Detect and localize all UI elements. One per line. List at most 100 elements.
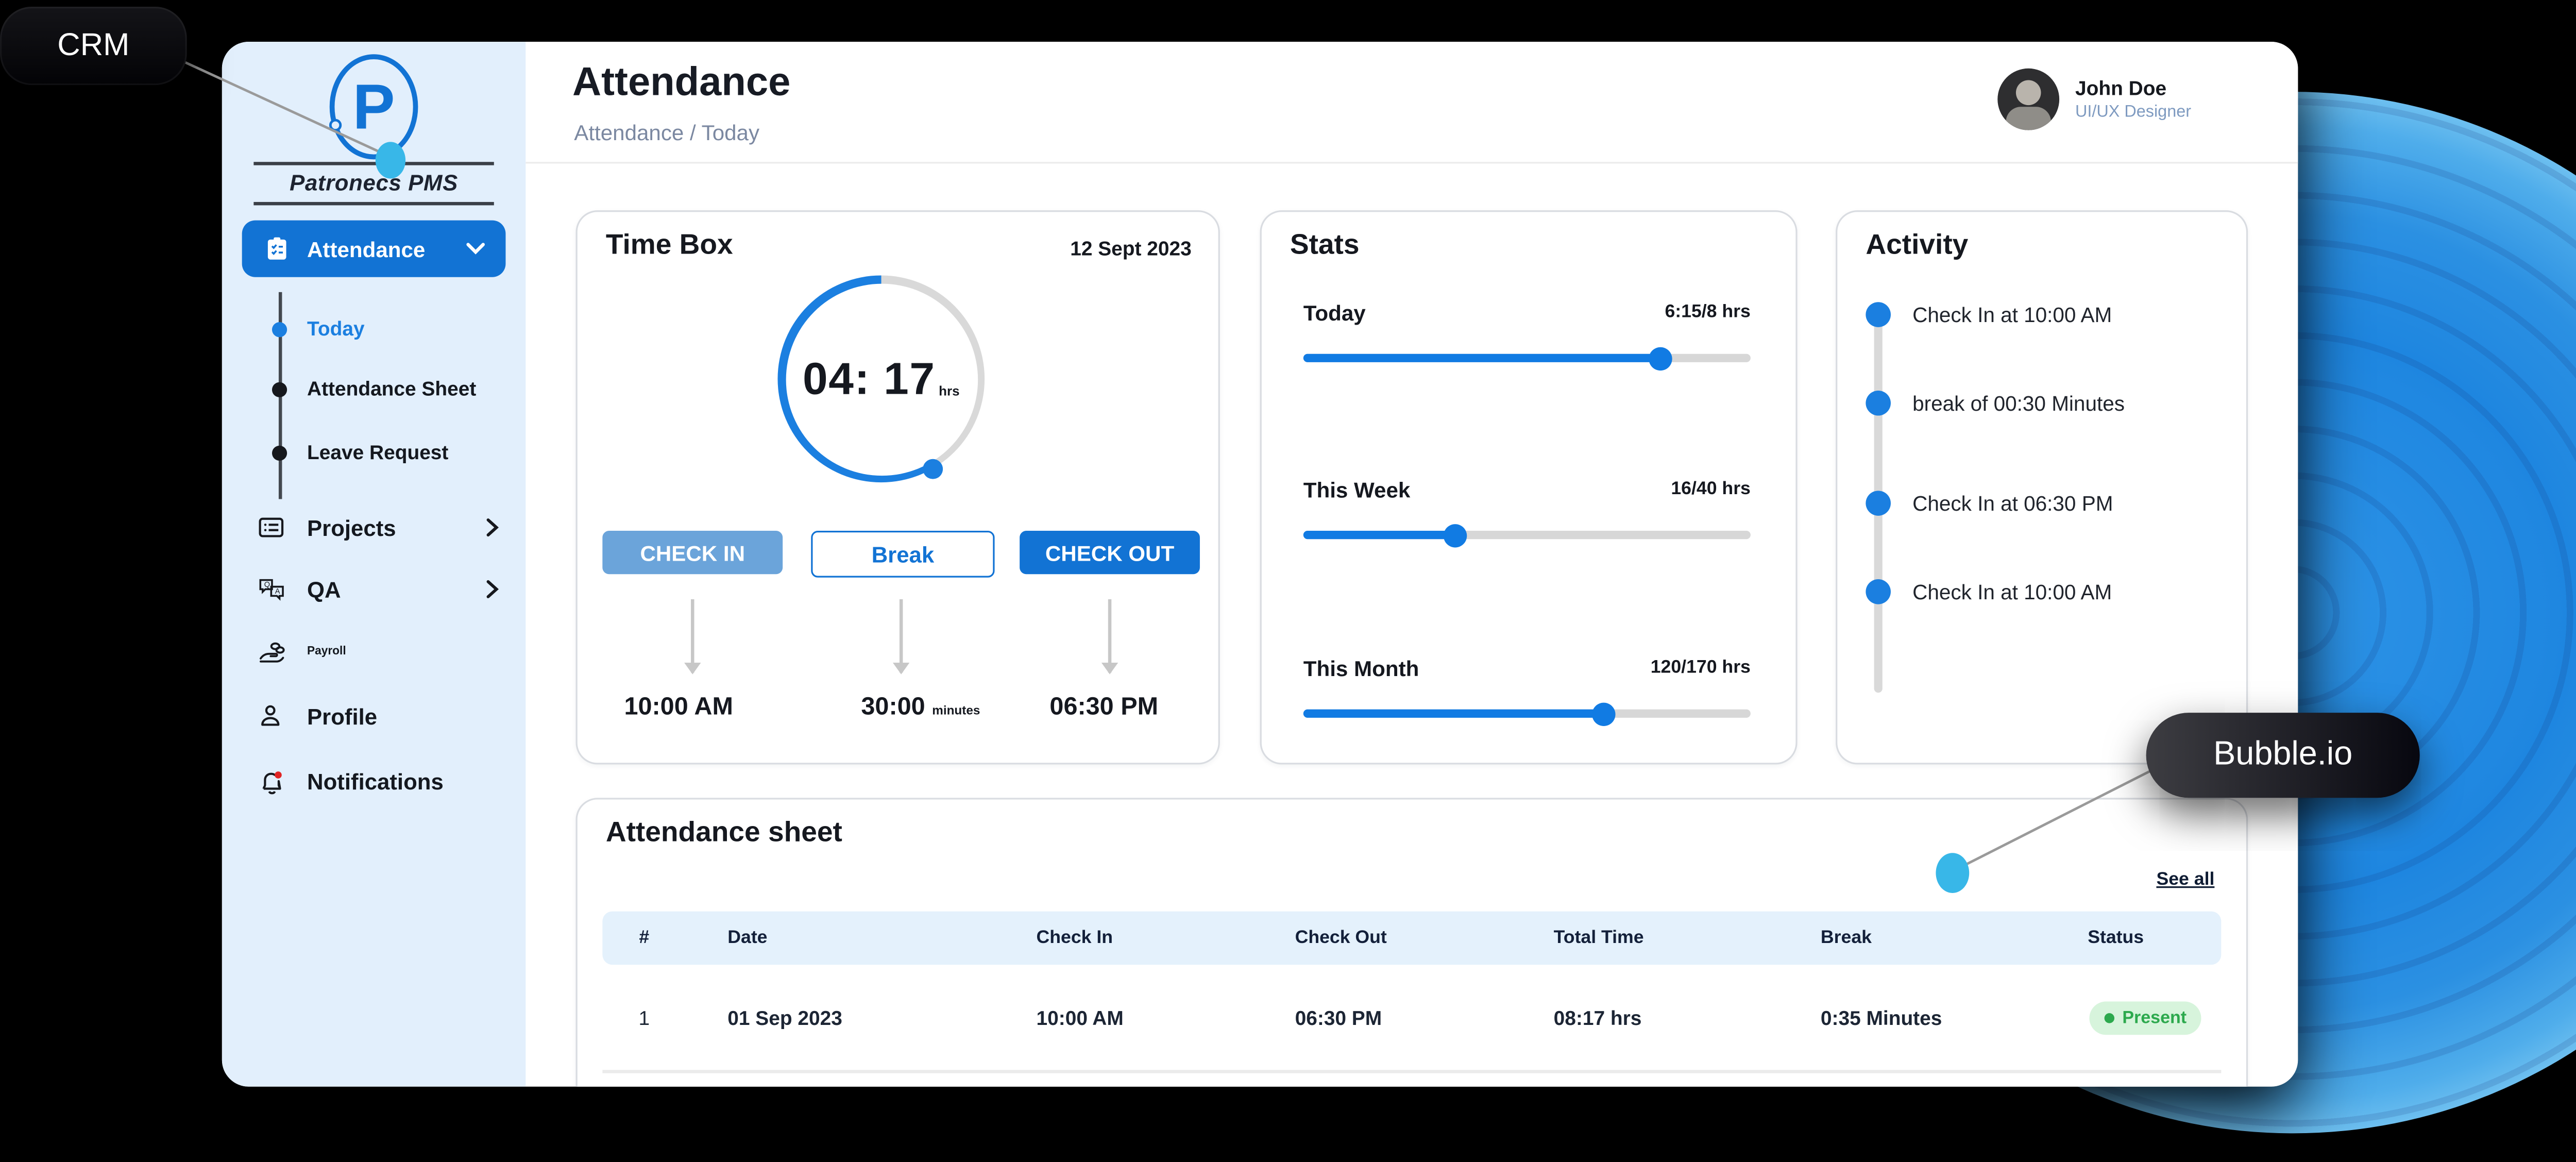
sidebar-item-projects[interactable]: Projects bbox=[222, 509, 526, 546]
break-time-value: 30:00 bbox=[861, 693, 925, 721]
stat-label-week: This Week bbox=[1303, 477, 1411, 502]
sidebar-item-label: QA bbox=[307, 577, 341, 602]
sidebar-item-label: Notifications bbox=[307, 768, 444, 794]
col-check-out[interactable]: Check Out bbox=[1295, 928, 1387, 948]
activity-item: Check In at 06:30 PM bbox=[1912, 492, 2113, 516]
stat-value-today: 6:15/8 hrs bbox=[1665, 302, 1751, 323]
person-icon bbox=[257, 703, 284, 730]
user-menu[interactable]: John Doe UI/UX Designer bbox=[1996, 68, 2192, 130]
status-text: Present bbox=[2122, 1007, 2187, 1028]
sidebar-item-label: Projects bbox=[307, 515, 396, 540]
timeline-dot-icon bbox=[1866, 491, 1891, 516]
timer-value: 04: 17 bbox=[802, 353, 936, 403]
down-arrow-icon bbox=[894, 599, 907, 675]
breadcrumb[interactable]: Attendance / Today bbox=[574, 120, 760, 145]
break-time-unit: minutes bbox=[932, 702, 980, 718]
bullet-dot-icon bbox=[272, 381, 287, 397]
stat-value-week: 16/40 hrs bbox=[1671, 479, 1751, 499]
sidebar-subitem-today[interactable]: Today bbox=[222, 314, 526, 344]
activity-card: Activity Check In at 10:00 AM break of 0… bbox=[1836, 210, 2248, 765]
svg-text:P: P bbox=[353, 72, 395, 142]
brand-name-block: Patronecs PMS bbox=[222, 162, 526, 206]
brand-rule-bottom bbox=[253, 201, 494, 206]
bubble-annotation-pill: Bubble.io bbox=[2146, 713, 2420, 798]
attendance-sheet-card: Attendance sheet See all # Date Check In… bbox=[575, 798, 2248, 1087]
stat-value-month: 120/170 hrs bbox=[1650, 658, 1751, 678]
timer-unit: hrs bbox=[939, 383, 960, 398]
col-status[interactable]: Status bbox=[2088, 928, 2144, 948]
timebox-card: Time Box 12 Sept 2023 04: 17 hrs CHECK I… bbox=[575, 210, 1220, 765]
timeline-dot-icon bbox=[1866, 579, 1891, 604]
sidebar-item-qa[interactable]: Q A QA bbox=[222, 571, 526, 608]
table-row[interactable]: 1 01 Sep 2023 10:00 AM 06:30 PM 08:17 hr… bbox=[602, 965, 2222, 1073]
activity-title: Activity bbox=[1866, 228, 1969, 261]
col-break[interactable]: Break bbox=[1820, 928, 1872, 948]
bullet-dot-icon bbox=[272, 321, 287, 336]
activity-item: break of 00:30 Minutes bbox=[1912, 392, 2125, 416]
activity-item: Check In at 10:00 AM bbox=[1912, 304, 2112, 327]
col-num[interactable]: # bbox=[639, 928, 650, 948]
stat-slider-month[interactable] bbox=[1303, 709, 1751, 718]
see-all-link[interactable]: See all bbox=[2156, 869, 2215, 890]
col-check-in[interactable]: Check In bbox=[1036, 928, 1113, 948]
page-header: Attendance Attendance / Today John Doe U… bbox=[526, 41, 2298, 164]
crm-label: CRM bbox=[57, 27, 130, 63]
sidebar-subitem-attendance-sheet[interactable]: Attendance Sheet bbox=[222, 374, 526, 404]
subitem-label: Today bbox=[307, 317, 365, 341]
sidebar-item-attendance[interactable]: Attendance bbox=[242, 220, 506, 277]
stat-slider-today[interactable] bbox=[1303, 353, 1751, 362]
stat-label-today: Today bbox=[1303, 300, 1366, 326]
brand-name: Patronecs PMS bbox=[290, 170, 458, 195]
cell-break: 0:35 Minutes bbox=[1820, 1005, 1942, 1029]
sidebar-item-label: Profile bbox=[307, 703, 378, 729]
chevron-down-icon bbox=[466, 242, 486, 256]
timeline-dot-icon bbox=[1866, 302, 1891, 327]
status-badge: Present bbox=[2089, 1000, 2202, 1034]
col-date[interactable]: Date bbox=[727, 928, 768, 948]
avatar bbox=[1996, 68, 2059, 130]
bell-icon bbox=[257, 767, 285, 795]
bullet-dot-icon bbox=[272, 445, 287, 460]
brand-logo[interactable]: P bbox=[222, 52, 526, 170]
sidebar-item-label: Attendance bbox=[307, 236, 426, 261]
timeline-dot-icon bbox=[1866, 390, 1891, 416]
sidebar-item-notifications[interactable]: Notifications bbox=[222, 763, 526, 799]
break-time: 30:00 minutes bbox=[861, 693, 980, 721]
stat-slider-week[interactable] bbox=[1303, 531, 1751, 540]
cell-check-in: 10:00 AM bbox=[1036, 1005, 1124, 1029]
user-name: John Doe bbox=[2075, 76, 2167, 99]
sidebar-item-payroll[interactable]: Payroll bbox=[222, 633, 526, 669]
svg-text:A: A bbox=[275, 587, 280, 595]
stats-title: Stats bbox=[1290, 228, 1360, 261]
svg-text:Q: Q bbox=[264, 580, 270, 588]
col-total-time[interactable]: Total Time bbox=[1553, 928, 1644, 948]
sidebar-item-profile[interactable]: Profile bbox=[222, 698, 526, 734]
chevron-right-icon bbox=[486, 517, 499, 537]
folder-list-icon bbox=[257, 514, 285, 541]
user-role: UI/UX Designer bbox=[2075, 103, 2192, 121]
cell-status: Present bbox=[2046, 1000, 2221, 1034]
page-title: Attendance bbox=[572, 60, 791, 106]
break-button[interactable]: Break bbox=[811, 531, 995, 578]
cell-date: 01 Sep 2023 bbox=[727, 1005, 842, 1029]
cell-check-out: 06:30 PM bbox=[1295, 1005, 1382, 1029]
check-out-button[interactable]: CHECK OUT bbox=[1020, 531, 1200, 575]
table-header-row: # Date Check In Check Out Total Time Bre… bbox=[602, 911, 2222, 965]
status-dot-icon bbox=[2104, 1012, 2114, 1022]
timer-progress-ring: 04: 17 hrs bbox=[777, 275, 985, 483]
chevron-right-icon bbox=[486, 579, 499, 599]
check-in-time: 10:00 AM bbox=[624, 693, 734, 721]
timebox-date: 12 Sept 2023 bbox=[1070, 237, 1192, 261]
check-out-time: 06:30 PM bbox=[1049, 693, 1159, 721]
timer-progress-dot bbox=[923, 459, 943, 479]
stat-label-month: This Month bbox=[1303, 655, 1419, 681]
activity-item: Check In at 10:00 AM bbox=[1912, 581, 2112, 604]
sidebar-subitem-leave-request[interactable]: Leave Request bbox=[222, 437, 526, 467]
hand-coins-icon bbox=[257, 637, 287, 665]
down-arrow-icon bbox=[1103, 599, 1115, 675]
stats-card: Stats Today 6:15/8 hrs This Week 16/40 h… bbox=[1260, 210, 1798, 765]
subitem-label: Leave Request bbox=[307, 441, 449, 464]
check-in-button[interactable]: CHECK IN bbox=[602, 531, 783, 575]
patronecs-logo-icon: P bbox=[329, 54, 418, 160]
